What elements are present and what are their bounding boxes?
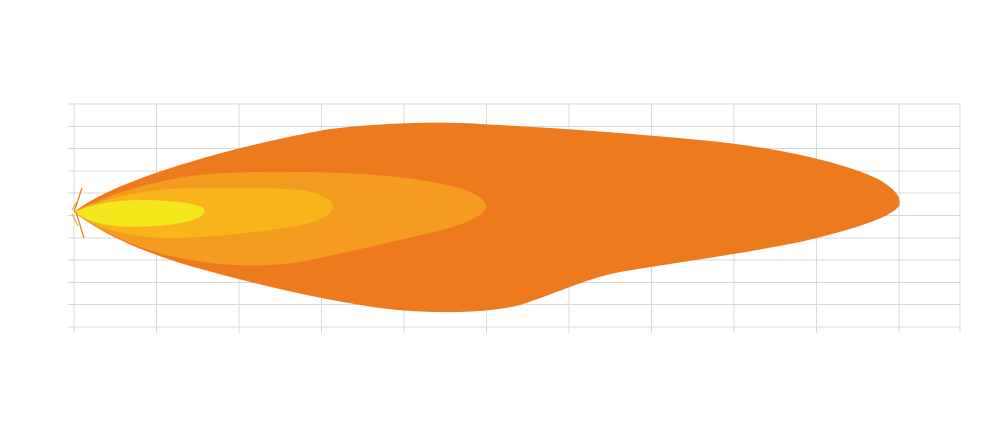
inner-zone <box>74 200 205 227</box>
outer-zone <box>74 122 900 313</box>
lamp-source-marks <box>71 187 85 239</box>
